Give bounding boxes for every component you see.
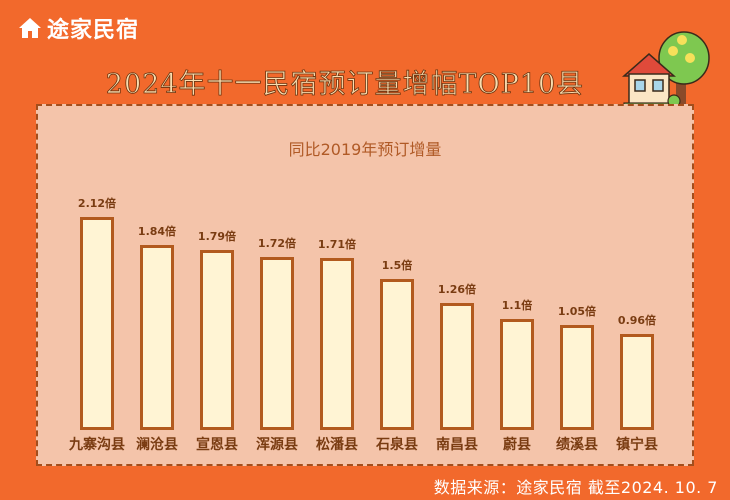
bar-item: 1.5倍 bbox=[380, 259, 414, 430]
bar-value-label: 1.1倍 bbox=[501, 299, 533, 312]
bar bbox=[260, 257, 294, 430]
bar-value-label: 2.12倍 bbox=[77, 197, 117, 210]
bar bbox=[440, 303, 474, 430]
bar bbox=[380, 279, 414, 430]
bar-item: 1.84倍 bbox=[138, 225, 176, 430]
category-label: 绩溪县 bbox=[556, 437, 598, 453]
bar-value-label: 1.84倍 bbox=[137, 225, 177, 238]
bar bbox=[200, 250, 234, 430]
bar-item: 0.96倍 bbox=[618, 314, 656, 430]
bar-value-label: 1.72倍 bbox=[257, 237, 297, 250]
category-label: 浑源县 bbox=[256, 437, 298, 453]
bar-value-label: 0.96倍 bbox=[617, 314, 657, 327]
bar-value-label: 1.05倍 bbox=[557, 305, 597, 318]
bar-item: 1.05倍 bbox=[558, 305, 596, 430]
bar-item: 1.1倍 bbox=[500, 299, 534, 430]
brand-logo: 途家民宿 bbox=[17, 12, 139, 44]
bar-item: 1.79倍 bbox=[198, 230, 236, 430]
bar-item: 1.71倍 bbox=[318, 238, 356, 430]
bar bbox=[320, 258, 354, 430]
house-logo-icon bbox=[19, 18, 41, 38]
chart-subtitle: 同比2019年预订增量 bbox=[288, 140, 442, 159]
bar bbox=[80, 217, 114, 430]
bar-item: 2.12倍 bbox=[78, 197, 116, 430]
bar-value-label: 1.71倍 bbox=[317, 238, 357, 251]
category-label: 松潘县 bbox=[316, 437, 358, 453]
bar-value-label: 1.79倍 bbox=[197, 230, 237, 243]
bar-value-label: 1.26倍 bbox=[437, 283, 477, 296]
bar bbox=[500, 319, 534, 430]
category-label: 宣恩县 bbox=[196, 437, 238, 453]
category-label: 澜沧县 bbox=[136, 437, 178, 453]
category-label: 石泉县 bbox=[376, 437, 418, 453]
data-source-note: 数据来源：途家民宿 截至2024. 10. 7 bbox=[433, 478, 718, 497]
chart-panel: 同比2019年预订增量 2.12倍九寨沟县 1.84倍澜沧县 1.79倍宣恩县 1.7… bbox=[36, 104, 694, 466]
bar-item: 1.72倍 bbox=[258, 237, 296, 430]
bar-value-label: 1.5倍 bbox=[381, 259, 413, 272]
category-label: 九寨沟县 bbox=[69, 437, 125, 453]
bar bbox=[620, 334, 654, 430]
brand-name: 途家民宿 bbox=[47, 18, 140, 43]
category-label: 镇宁县 bbox=[616, 437, 658, 453]
bar bbox=[140, 245, 174, 430]
category-label: 南昌县 bbox=[436, 437, 478, 453]
bar-item: 1.26倍 bbox=[438, 283, 476, 430]
bar bbox=[560, 325, 594, 430]
page-title: 2024年十一民宿预订量增幅TOP10县 bbox=[105, 69, 585, 101]
category-label: 蔚县 bbox=[503, 437, 531, 453]
house-tree-illustration-icon bbox=[622, 31, 710, 109]
